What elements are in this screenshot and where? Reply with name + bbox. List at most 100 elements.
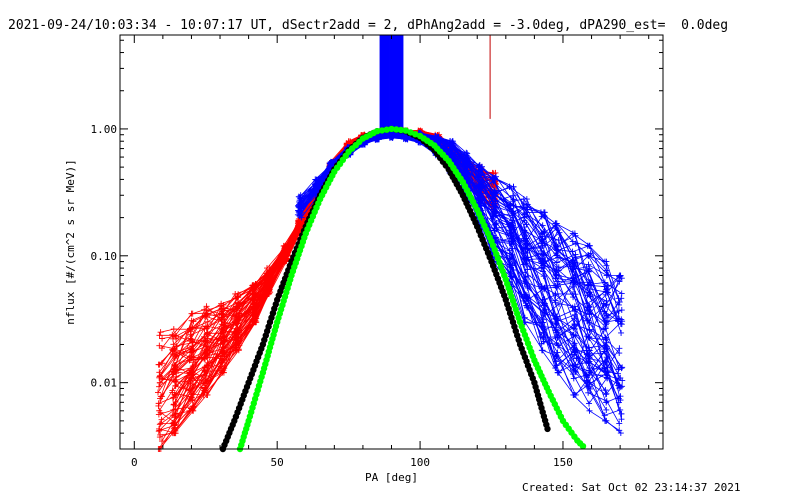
red-series-marker <box>253 291 260 298</box>
blue-series-marker <box>603 349 610 356</box>
blue-series-marker <box>510 232 517 239</box>
red-series-marker <box>201 313 208 320</box>
blue-series-marker <box>570 344 577 351</box>
blue-series-marker <box>569 248 576 255</box>
green-model-point <box>397 126 405 134</box>
red-series-marker <box>347 138 354 145</box>
blue-series-marker <box>389 134 396 141</box>
red-series-marker <box>235 291 242 298</box>
red-series-marker <box>203 347 210 354</box>
green-model-point <box>374 128 381 135</box>
blue-series-marker <box>521 255 528 262</box>
blue-series-marker <box>618 416 625 423</box>
red-series-marker <box>203 362 210 369</box>
red-series-marker <box>201 326 208 333</box>
red-series-marker <box>201 333 208 340</box>
blue-series-marker <box>449 151 456 158</box>
red-series-marker <box>203 330 210 337</box>
chart-curves <box>155 35 626 453</box>
red-series-marker <box>218 306 225 313</box>
blue-series-marker <box>553 220 560 227</box>
blue-series-marker <box>615 307 622 314</box>
blue-series-marker <box>571 349 578 356</box>
green-model-point <box>579 443 587 450</box>
blue-series-marker <box>618 275 625 282</box>
red-series-marker <box>201 306 208 313</box>
blue-series-marker <box>603 262 610 269</box>
blue-series-marker <box>571 230 578 237</box>
blue-series-marker <box>538 340 545 347</box>
red-series-marker <box>266 268 273 275</box>
blue-series-marker <box>571 325 578 332</box>
blue-series-marker <box>464 161 471 168</box>
y-tick-label: 0.10 <box>91 250 118 263</box>
blue-series-marker <box>553 320 560 327</box>
blue-series-marker <box>604 282 611 289</box>
blue-series-marker <box>540 250 547 257</box>
red-series-marker <box>202 384 209 391</box>
blue-series-marker <box>312 187 319 194</box>
red-series-marker <box>252 319 259 326</box>
blue-series-marker <box>572 271 579 278</box>
blue-series-marker <box>554 278 561 285</box>
blue-series-marker <box>297 195 304 202</box>
blue-series-marker <box>572 254 579 261</box>
blue-series-marker <box>586 407 593 414</box>
blue-series-marker <box>571 303 578 310</box>
red-series-marker <box>188 310 195 317</box>
blue-series-marker <box>555 247 562 254</box>
blue-series-marker <box>446 141 453 148</box>
blue-series-marker <box>541 300 548 307</box>
blue-series-marker <box>463 175 470 182</box>
blue-series-marker <box>479 196 486 203</box>
blue-series-marker <box>572 240 579 247</box>
x-tick-label: 100 <box>410 456 430 469</box>
blue-series-marker <box>586 265 593 272</box>
blue-series-marker <box>602 417 609 424</box>
blue-series-marker <box>435 137 442 144</box>
blue-series-marker <box>553 353 560 360</box>
red-series-marker <box>156 374 163 381</box>
blue-series-marker <box>541 284 548 291</box>
blue-series-marker <box>584 252 591 259</box>
green-model-point <box>412 131 419 138</box>
blue-series-marker <box>619 364 626 371</box>
red-series-marker <box>171 354 178 361</box>
red-series-marker <box>219 328 226 335</box>
red-series-marker <box>155 428 162 435</box>
blue-series-marker <box>313 183 320 190</box>
red-series-marker <box>156 434 163 441</box>
blue-series-marker <box>554 349 561 356</box>
red-series-marker <box>232 295 239 302</box>
blue-series-marker <box>586 327 593 334</box>
blue-series-marker <box>618 307 625 314</box>
blue-series-marker <box>460 151 467 158</box>
green-model-point <box>378 127 386 134</box>
blue-series-marker <box>572 306 579 313</box>
blue-series-marker <box>571 281 578 288</box>
red-series-marker <box>169 335 176 342</box>
red-series-marker <box>297 220 304 227</box>
red-series-marker <box>218 359 225 366</box>
blue-series-marker <box>570 290 577 297</box>
blue-series-marker <box>296 212 303 219</box>
blue-series-marker <box>555 369 562 376</box>
red-series-marker <box>235 327 242 334</box>
blue-series-marker <box>524 283 531 290</box>
red-series-marker <box>282 244 289 251</box>
blue-series-marker <box>478 179 485 186</box>
red-series-marker <box>171 411 178 418</box>
red-series-marker <box>188 331 195 338</box>
red-series-marker <box>265 277 272 284</box>
green-model-point <box>383 126 390 133</box>
blue-series-marker <box>552 327 559 334</box>
red-series-marker <box>233 330 240 337</box>
blue-series-marker <box>476 182 483 189</box>
red-series-marker <box>232 320 239 327</box>
blue-series-marker <box>570 261 577 268</box>
chart-axes: 0 50 100 150 0.01 0.10 1.00 PA [deg] nflux [#/(c… <box>64 34 664 484</box>
red-series-marker <box>234 299 241 306</box>
blue-series-marker <box>552 291 559 298</box>
blue-series-marker <box>616 273 623 280</box>
